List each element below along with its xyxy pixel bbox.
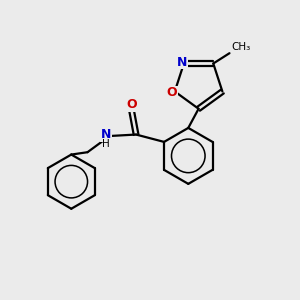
Text: H: H — [102, 139, 110, 149]
Text: O: O — [167, 86, 177, 100]
Text: N: N — [177, 56, 188, 68]
Text: CH₃: CH₃ — [231, 42, 250, 52]
Text: O: O — [126, 98, 137, 111]
Text: N: N — [101, 128, 111, 141]
